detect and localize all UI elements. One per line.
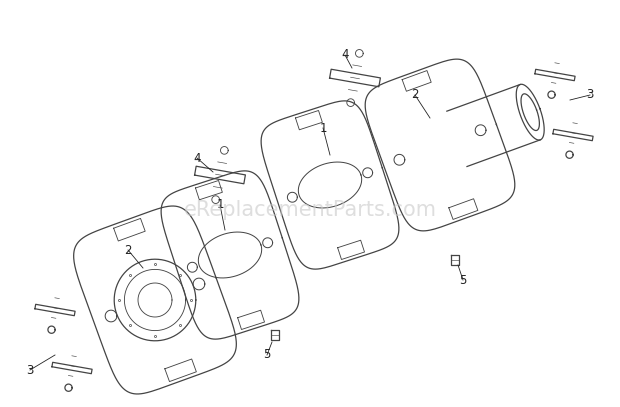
Text: 5: 5 [459, 274, 467, 287]
Text: 1: 1 [216, 199, 224, 212]
Text: 3: 3 [26, 363, 33, 376]
Text: 2: 2 [124, 243, 131, 256]
Text: 2: 2 [411, 88, 418, 101]
Text: 3: 3 [587, 88, 594, 101]
Text: 4: 4 [193, 151, 201, 164]
Text: 5: 5 [264, 348, 271, 361]
Text: eReplacementParts.com: eReplacementParts.com [184, 200, 436, 220]
Text: 4: 4 [341, 48, 348, 61]
Text: 1: 1 [319, 122, 327, 134]
